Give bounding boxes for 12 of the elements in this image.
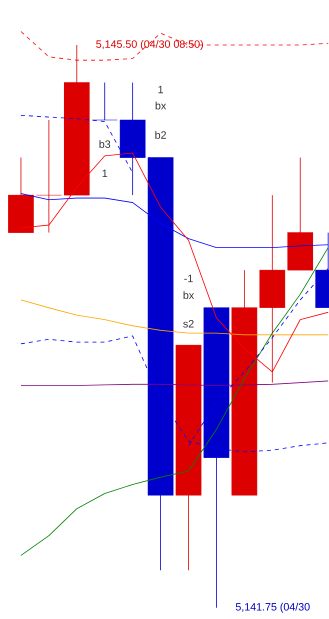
annotation: b3 <box>99 140 110 148</box>
candlestick <box>92 82 118 120</box>
annotation: s2 <box>183 320 194 328</box>
candlestick <box>36 120 62 233</box>
annotation: 5,141.75 (04/30 <box>236 602 310 613</box>
annotation: 1 <box>102 170 108 178</box>
annotation: 5,145.50 (04/30 08:50) <box>96 40 203 50</box>
annotation: -1 <box>184 274 193 282</box>
annotation: 1 <box>158 86 164 94</box>
annotation: bx <box>156 102 166 110</box>
annotation: b2 <box>155 130 166 139</box>
annotation: bx <box>184 291 194 300</box>
